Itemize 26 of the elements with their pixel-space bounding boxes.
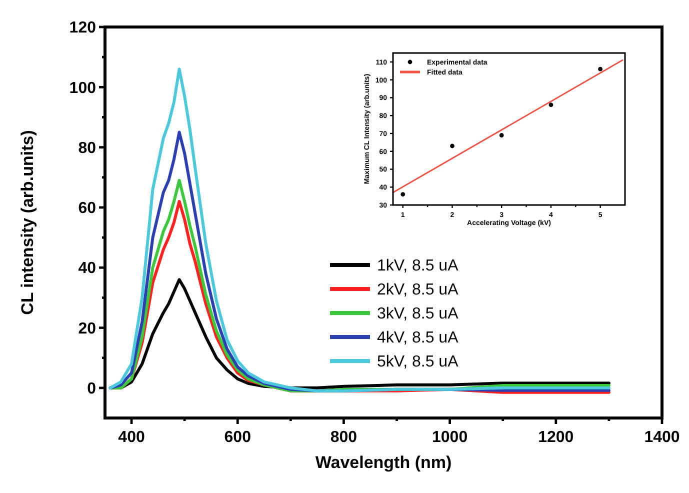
y-tick-label: 80 — [78, 140, 96, 157]
y-axis-title: CL intensity (arb.units) — [18, 130, 37, 315]
legend-label: 2kV, 8.5 uA — [377, 282, 459, 299]
x-tick-label: 1000 — [432, 429, 468, 446]
y-tick-label: 120 — [69, 20, 96, 37]
x-tick-label: 1400 — [644, 429, 680, 446]
legend-label: 4kV, 8.5 uA — [377, 330, 459, 347]
point — [450, 144, 454, 148]
y-tick-label: 60 — [78, 200, 96, 218]
x-tick-label: 600 — [224, 429, 252, 446]
x-tick-label: 400 — [118, 429, 145, 446]
point — [548, 102, 554, 108]
point — [598, 66, 603, 72]
x-axis-title: Wavelength (nm) — [315, 453, 452, 472]
legend-label: 3kV, 8.5 uA — [377, 306, 459, 323]
y-tick-label: 0 — [87, 380, 96, 398]
y-tick-label: 20 — [78, 320, 96, 338]
legend-label: 1kV, 8.5 uA — [377, 258, 459, 275]
y-tick-label: 40 — [78, 260, 96, 278]
x-tick-label: 800 — [330, 429, 358, 446]
x-tick-label: 1200 — [538, 429, 574, 446]
legend-label: 5kV, 8.5 uA — [377, 354, 459, 371]
point — [400, 192, 406, 196]
point — [499, 133, 504, 138]
y-tick-label: 100 — [69, 80, 96, 97]
line-series — [108, 68, 610, 392]
